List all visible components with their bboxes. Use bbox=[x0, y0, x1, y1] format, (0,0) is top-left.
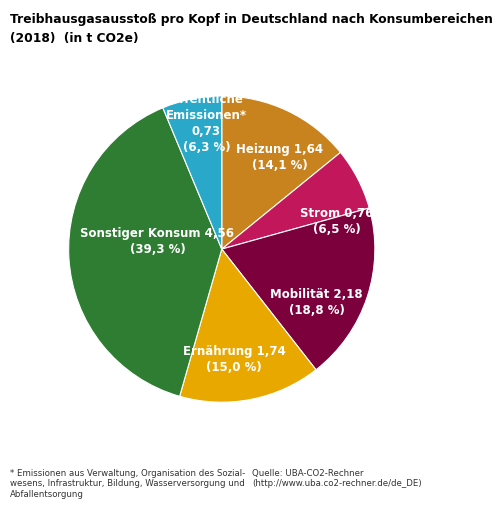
Text: (2018)  (in t CO2e): (2018) (in t CO2e) bbox=[10, 32, 139, 45]
Wedge shape bbox=[222, 96, 341, 249]
Text: Ernährung 1,74
(15,0 %): Ernährung 1,74 (15,0 %) bbox=[182, 345, 285, 374]
Text: Strom 0,76
(6,5 %): Strom 0,76 (6,5 %) bbox=[300, 207, 373, 236]
Text: Mobilität 2,18
(18,8 %): Mobilität 2,18 (18,8 %) bbox=[270, 288, 363, 317]
Text: Öffentliche
Emissionen*
0,73
(6,3 %): Öffentliche Emissionen* 0,73 (6,3 %) bbox=[166, 93, 247, 154]
Text: * Emissionen aus Verwaltung, Organisation des Sozial-
wesens, Infrastruktur, Bil: * Emissionen aus Verwaltung, Organisatio… bbox=[10, 469, 245, 499]
Text: Treibhausgasausstoß pro Kopf in Deutschland nach Konsumbereichen: Treibhausgasausstoß pro Kopf in Deutschl… bbox=[10, 13, 493, 26]
Wedge shape bbox=[179, 249, 316, 402]
Text: Heizung 1,64
(14,1 %): Heizung 1,64 (14,1 %) bbox=[236, 143, 324, 172]
Wedge shape bbox=[163, 96, 222, 249]
Text: Quelle: UBA-CO2-Rechner
(http://www.uba.co2-rechner.de/de_DE): Quelle: UBA-CO2-Rechner (http://www.uba.… bbox=[252, 469, 422, 489]
Wedge shape bbox=[69, 108, 222, 396]
Wedge shape bbox=[222, 208, 375, 370]
Wedge shape bbox=[222, 153, 369, 249]
Text: Sonstiger Konsum 4,56
(39,3 %): Sonstiger Konsum 4,56 (39,3 %) bbox=[81, 227, 234, 256]
